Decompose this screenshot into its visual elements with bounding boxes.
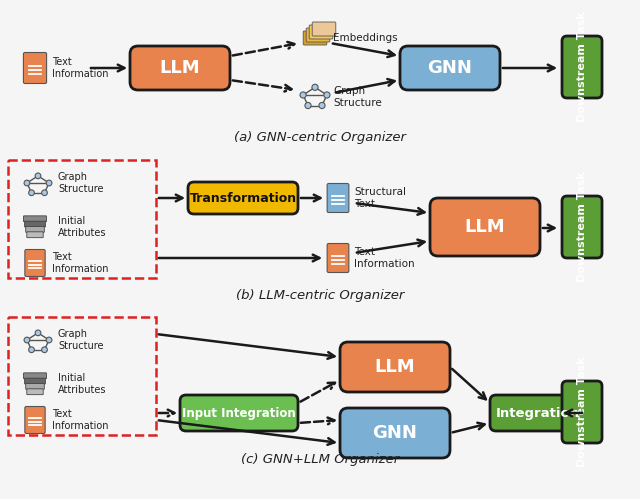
Text: Downstream Task: Downstream Task <box>577 357 587 467</box>
Text: Downstream Task: Downstream Task <box>577 11 587 122</box>
Circle shape <box>305 102 311 109</box>
Circle shape <box>29 347 35 353</box>
FancyBboxPatch shape <box>306 28 330 42</box>
Text: Graph
Structure: Graph Structure <box>333 86 381 108</box>
Text: Initial
Attributes: Initial Attributes <box>58 373 106 395</box>
Circle shape <box>46 180 52 186</box>
Text: LLM: LLM <box>160 59 200 77</box>
Circle shape <box>24 180 30 186</box>
Circle shape <box>312 84 318 90</box>
Circle shape <box>319 102 325 109</box>
FancyBboxPatch shape <box>130 46 230 90</box>
Circle shape <box>35 330 41 336</box>
FancyBboxPatch shape <box>27 389 44 395</box>
Bar <box>8 160 156 278</box>
Text: Structural
Text: Structural Text <box>354 187 406 209</box>
FancyBboxPatch shape <box>327 184 349 213</box>
Circle shape <box>35 173 41 179</box>
Text: LLM: LLM <box>374 358 415 376</box>
Circle shape <box>29 190 35 196</box>
Text: Integration: Integration <box>495 407 580 420</box>
FancyBboxPatch shape <box>24 52 47 83</box>
FancyBboxPatch shape <box>340 342 450 392</box>
FancyBboxPatch shape <box>24 216 47 222</box>
Text: Input Integration: Input Integration <box>182 407 296 420</box>
Text: GNN: GNN <box>428 59 472 77</box>
Bar <box>8 317 156 435</box>
Circle shape <box>42 347 47 353</box>
Circle shape <box>324 92 330 98</box>
FancyBboxPatch shape <box>309 25 333 39</box>
Text: Text
Information: Text Information <box>52 252 109 274</box>
FancyBboxPatch shape <box>24 373 47 379</box>
Text: Graph
Structure: Graph Structure <box>58 329 104 351</box>
FancyBboxPatch shape <box>188 182 298 214</box>
Text: Initial
Attributes: Initial Attributes <box>58 216 106 238</box>
Text: Transformation: Transformation <box>189 192 296 205</box>
Text: Downstream Task: Downstream Task <box>577 172 587 282</box>
Text: Graph
Structure: Graph Structure <box>58 172 104 194</box>
Circle shape <box>46 337 52 343</box>
Text: LLM: LLM <box>465 218 506 236</box>
Text: Text
Information: Text Information <box>354 247 415 269</box>
FancyBboxPatch shape <box>400 46 500 90</box>
Circle shape <box>300 92 306 98</box>
Text: Embeddings: Embeddings <box>333 33 397 43</box>
Circle shape <box>42 190 47 196</box>
FancyBboxPatch shape <box>25 407 45 434</box>
FancyBboxPatch shape <box>25 250 45 276</box>
FancyBboxPatch shape <box>340 408 450 458</box>
FancyBboxPatch shape <box>327 244 349 272</box>
Text: (b) LLM-centric Organizer: (b) LLM-centric Organizer <box>236 288 404 301</box>
FancyBboxPatch shape <box>26 384 44 389</box>
Text: Text
Information: Text Information <box>52 57 109 79</box>
FancyBboxPatch shape <box>562 196 602 258</box>
FancyBboxPatch shape <box>27 232 44 238</box>
Text: (a) GNN-centric Organizer: (a) GNN-centric Organizer <box>234 132 406 145</box>
Circle shape <box>24 337 30 343</box>
FancyBboxPatch shape <box>26 227 44 233</box>
FancyBboxPatch shape <box>312 22 336 36</box>
Text: Text
Information: Text Information <box>52 409 109 431</box>
FancyBboxPatch shape <box>180 395 298 431</box>
FancyBboxPatch shape <box>490 395 585 431</box>
FancyBboxPatch shape <box>562 381 602 443</box>
FancyBboxPatch shape <box>303 31 327 45</box>
Text: (c) GNN+LLM Organizer: (c) GNN+LLM Organizer <box>241 454 399 467</box>
FancyBboxPatch shape <box>430 198 540 256</box>
FancyBboxPatch shape <box>24 221 45 227</box>
FancyBboxPatch shape <box>562 36 602 98</box>
Text: GNN: GNN <box>372 424 417 442</box>
FancyBboxPatch shape <box>24 378 45 384</box>
